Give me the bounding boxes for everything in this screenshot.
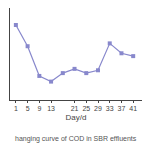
svg-text:29: 29 — [94, 105, 102, 112]
svg-text:21: 21 — [71, 105, 79, 112]
svg-text:33: 33 — [106, 105, 114, 112]
svg-text:37: 37 — [118, 105, 126, 112]
svg-text:9: 9 — [37, 105, 41, 112]
svg-text:1: 1 — [14, 105, 18, 112]
svg-text:13: 13 — [47, 105, 55, 112]
svg-text:5: 5 — [26, 105, 30, 112]
svg-text:41: 41 — [129, 105, 137, 112]
svg-text:25: 25 — [82, 105, 90, 112]
svg-text:Day/d: Day/d — [66, 113, 87, 122]
svg-text:hanging curve of COD in SBR ef: hanging curve of COD in SBR effluents — [15, 135, 137, 143]
